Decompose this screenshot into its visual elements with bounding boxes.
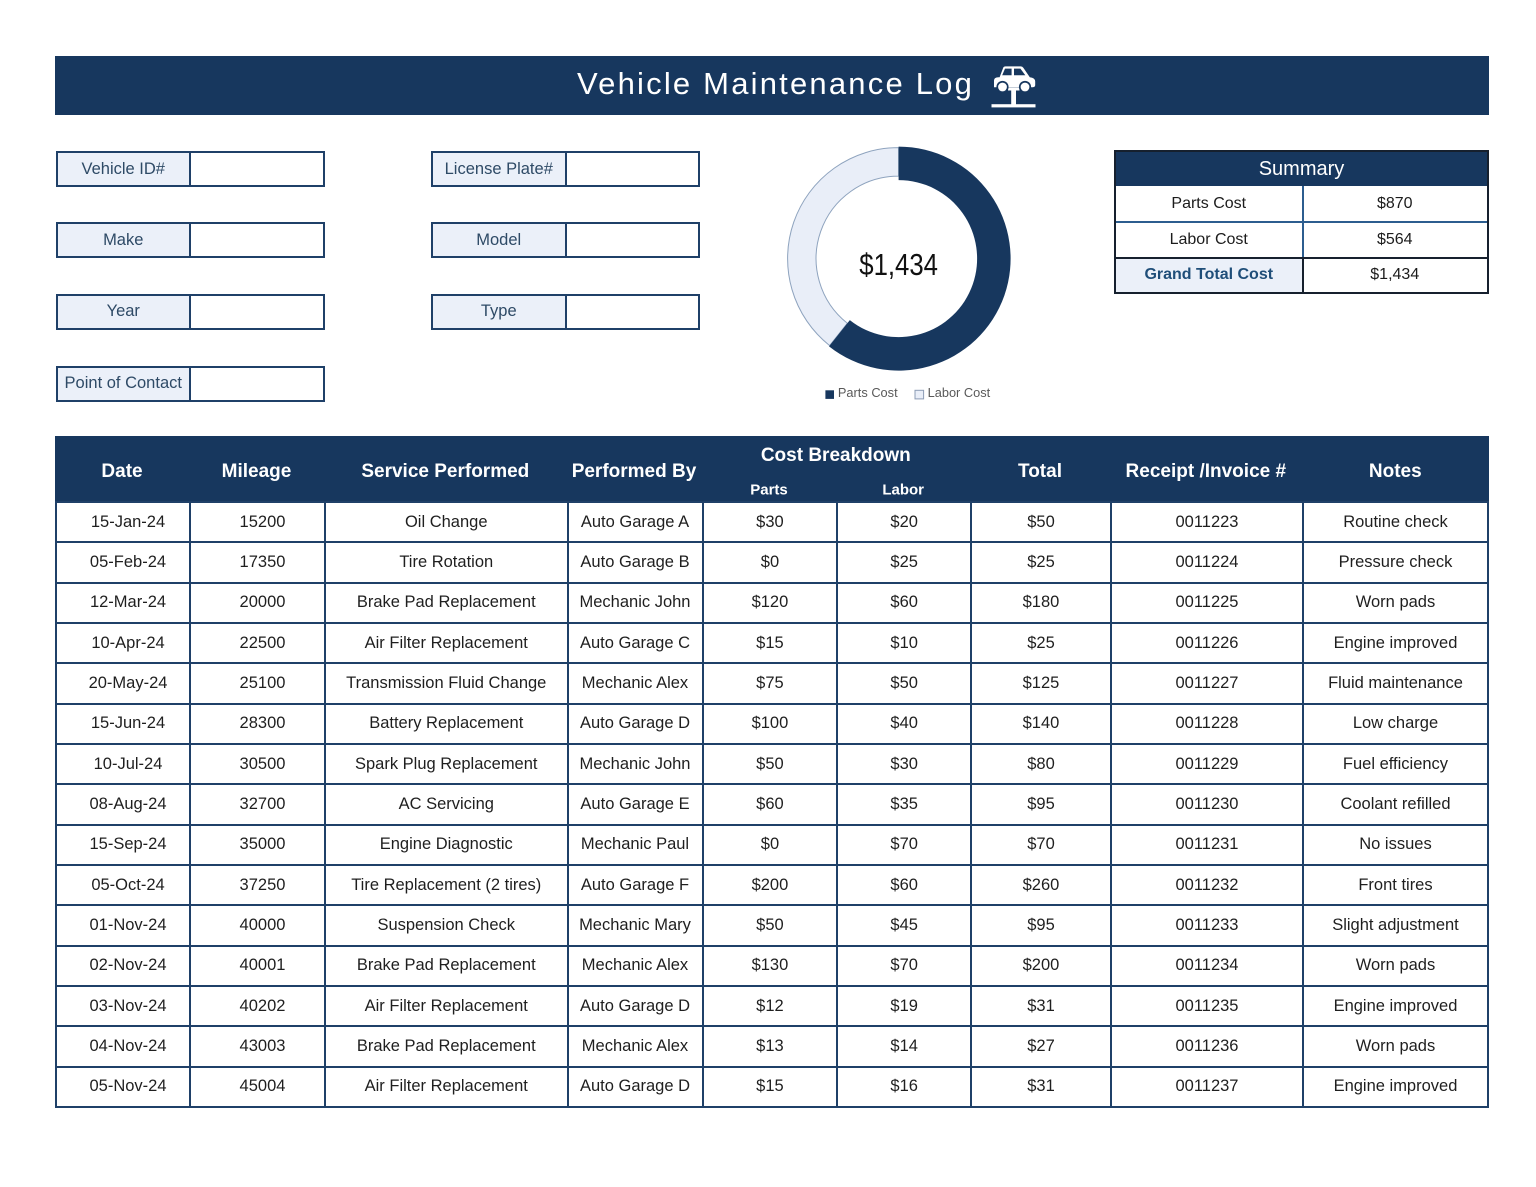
svg-text:$1,434: $1,434 — [859, 248, 938, 283]
svg-text:Labor Cost: Labor Cost — [928, 385, 991, 400]
svg-text:Parts Cost: Parts Cost — [838, 385, 898, 400]
